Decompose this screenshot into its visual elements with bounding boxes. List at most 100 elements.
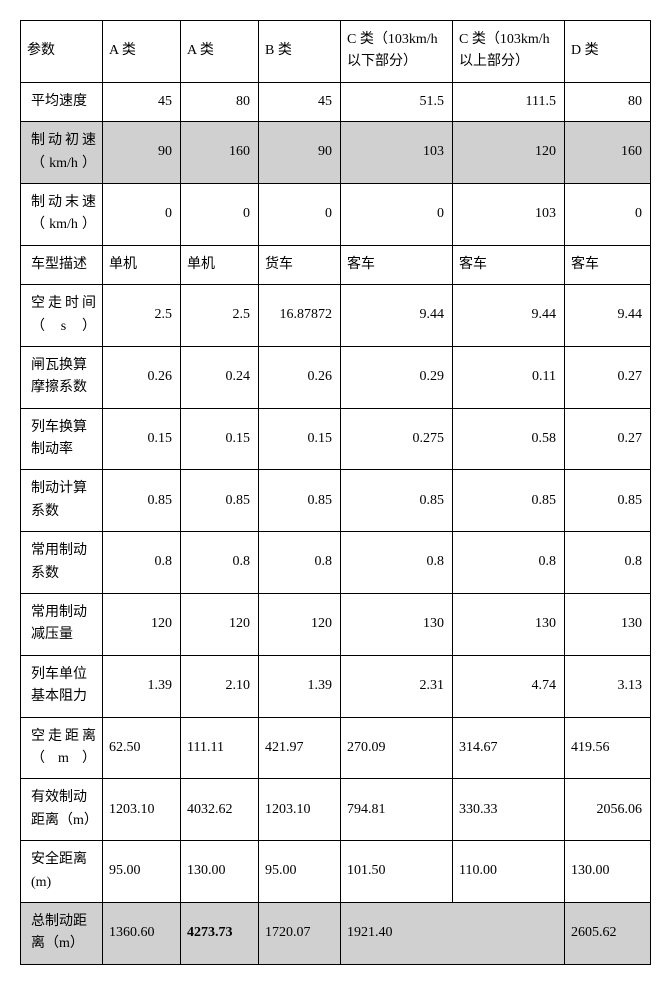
- brake-params-table: 参数 A 类 A 类 B 类 C 类（103km/h 以下部分） C 类（103…: [20, 20, 651, 965]
- cell: 2.31: [341, 655, 453, 717]
- header-param: 参数: [21, 21, 103, 83]
- table-row: 列车换算制动率 0.15 0.15 0.15 0.275 0.58 0.27: [21, 408, 651, 470]
- cell: 0.8: [341, 532, 453, 594]
- row-label: 制动末速（km/h）: [21, 183, 103, 245]
- cell: 0.85: [103, 470, 181, 532]
- cell: 客车: [341, 245, 453, 284]
- cell: 0.15: [181, 408, 259, 470]
- cell: 4.74: [453, 655, 565, 717]
- cell: 90: [103, 122, 181, 184]
- cell: 0.85: [181, 470, 259, 532]
- cell: 0.8: [453, 532, 565, 594]
- row-label: 空走时间（s）: [21, 285, 103, 347]
- cell: 0.58: [453, 408, 565, 470]
- header-c1: A 类: [103, 21, 181, 83]
- cell: 130.00: [565, 841, 651, 903]
- row-label: 平均速度: [21, 82, 103, 121]
- cell: 314.67: [453, 717, 565, 779]
- header-c3: B 类: [259, 21, 341, 83]
- row-label: 列车换算制动率: [21, 408, 103, 470]
- cell: 111.5: [453, 82, 565, 121]
- cell: 794.81: [341, 779, 453, 841]
- cell-merged: 1921.40: [341, 902, 565, 964]
- cell: 0.85: [565, 470, 651, 532]
- cell: 101.50: [341, 841, 453, 903]
- cell: 1.39: [103, 655, 181, 717]
- cell: 4273.73: [181, 902, 259, 964]
- cell: 0.8: [259, 532, 341, 594]
- cell: 95.00: [259, 841, 341, 903]
- cell: 90: [259, 122, 341, 184]
- cell: 1203.10: [103, 779, 181, 841]
- row-label: 有效制动距离（m）: [21, 779, 103, 841]
- cell: 2.5: [103, 285, 181, 347]
- table-row: 安全距离(m) 95.00 130.00 95.00 101.50 110.00…: [21, 841, 651, 903]
- table-row: 空走距离（m） 62.50 111.11 421.97 270.09 314.6…: [21, 717, 651, 779]
- row-label: 列车单位基本阻力: [21, 655, 103, 717]
- table-row: 常用制动系数 0.8 0.8 0.8 0.8 0.8 0.8: [21, 532, 651, 594]
- cell: 130: [453, 594, 565, 656]
- table-row: 制动末速（km/h） 0 0 0 0 103 0: [21, 183, 651, 245]
- cell: 0.26: [103, 346, 181, 408]
- cell: 421.97: [259, 717, 341, 779]
- cell: 0.85: [259, 470, 341, 532]
- cell: 2605.62: [565, 902, 651, 964]
- cell: 0: [341, 183, 453, 245]
- cell: 0.85: [341, 470, 453, 532]
- table-row: 闸瓦换算摩擦系数 0.26 0.24 0.26 0.29 0.11 0.27: [21, 346, 651, 408]
- cell: 1203.10: [259, 779, 341, 841]
- cell: 0.29: [341, 346, 453, 408]
- cell: 4032.62: [181, 779, 259, 841]
- cell: 95.00: [103, 841, 181, 903]
- cell: 51.5: [341, 82, 453, 121]
- cell: 0: [259, 183, 341, 245]
- cell: 270.09: [341, 717, 453, 779]
- cell: 0: [103, 183, 181, 245]
- cell: 160: [181, 122, 259, 184]
- cell: 客车: [453, 245, 565, 284]
- cell: 45: [103, 82, 181, 121]
- row-label: 制动初速（km/h）: [21, 122, 103, 184]
- header-c2: A 类: [181, 21, 259, 83]
- row-label: 空走距离（m）: [21, 717, 103, 779]
- cell: 120: [259, 594, 341, 656]
- cell: 0.275: [341, 408, 453, 470]
- table-row: 平均速度 45 80 45 51.5 111.5 80: [21, 82, 651, 121]
- cell: 1.39: [259, 655, 341, 717]
- cell: 0.26: [259, 346, 341, 408]
- cell: 160: [565, 122, 651, 184]
- cell: 0.8: [103, 532, 181, 594]
- row-label: 闸瓦换算摩擦系数: [21, 346, 103, 408]
- row-label: 安全距离(m): [21, 841, 103, 903]
- cell: 16.87872: [259, 285, 341, 347]
- cell: 130: [565, 594, 651, 656]
- cell: 130.00: [181, 841, 259, 903]
- cell: 单机: [181, 245, 259, 284]
- table-row: 车型描述 单机 单机 货车 客车 客车 客车: [21, 245, 651, 284]
- cell: 0.8: [565, 532, 651, 594]
- cell: 3.13: [565, 655, 651, 717]
- cell: 0.8: [181, 532, 259, 594]
- cell: 0: [181, 183, 259, 245]
- table-row: 空走时间（s） 2.5 2.5 16.87872 9.44 9.44 9.44: [21, 285, 651, 347]
- header-c4: C 类（103km/h 以下部分）: [341, 21, 453, 83]
- cell: 1720.07: [259, 902, 341, 964]
- cell: 120: [103, 594, 181, 656]
- cell: 80: [181, 82, 259, 121]
- row-label: 制动计算系数: [21, 470, 103, 532]
- cell: 客车: [565, 245, 651, 284]
- cell: 0.27: [565, 408, 651, 470]
- header-c6: D 类: [565, 21, 651, 83]
- cell: 1360.60: [103, 902, 181, 964]
- cell: 单机: [103, 245, 181, 284]
- cell: 货车: [259, 245, 341, 284]
- cell: 120: [181, 594, 259, 656]
- row-label: 常用制动减压量: [21, 594, 103, 656]
- cell: 103: [341, 122, 453, 184]
- cell: 0: [565, 183, 651, 245]
- table-row: 总制动距离（m） 1360.60 4273.73 1720.07 1921.40…: [21, 902, 651, 964]
- table-row: 制动初速（km/h） 90 160 90 103 120 160: [21, 122, 651, 184]
- table-row: 列车单位基本阻力 1.39 2.10 1.39 2.31 4.74 3.13: [21, 655, 651, 717]
- cell: 2.5: [181, 285, 259, 347]
- cell: 130: [341, 594, 453, 656]
